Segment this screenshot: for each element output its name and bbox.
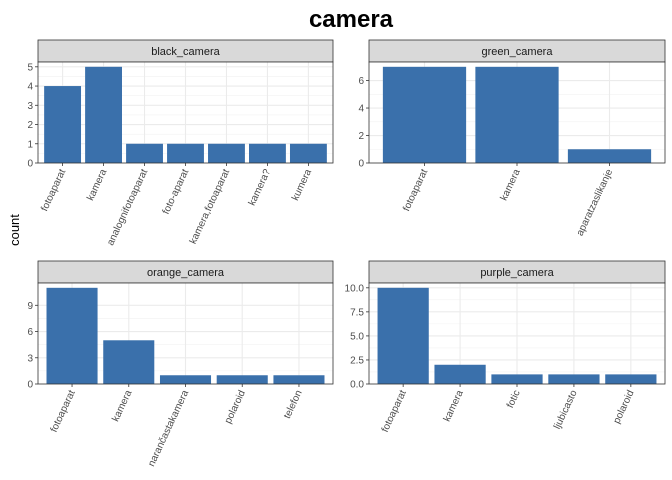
y-tick-label: 2.5: [350, 355, 364, 366]
bar-kumera: [289, 143, 327, 163]
x-tick-label: foto-aparat: [161, 167, 192, 216]
x-tick-label: ljubicasto: [552, 388, 580, 431]
bar-aparatzaslikanje: [567, 149, 652, 163]
bar-kamera: [434, 364, 486, 384]
x-tick-label: kamera,fotoaparat: [188, 167, 232, 245]
bar-fotoaparat: [382, 66, 467, 163]
x-tick-label: polaroid: [612, 389, 637, 426]
bar-polaroid: [605, 374, 657, 384]
y-tick-label: 5: [27, 62, 33, 73]
x-tick-label: kamera: [499, 167, 523, 202]
x-tick-label: kamera: [110, 388, 134, 423]
x-tick-label: fotoaparat: [380, 388, 409, 434]
bar-polaroid: [216, 375, 268, 384]
facet-strip-label: orange_camera: [147, 267, 225, 279]
y-tick-label: 0: [27, 380, 33, 391]
y-tick-label: 7.5: [350, 307, 364, 318]
x-tick-label: kumera: [290, 167, 314, 202]
y-tick-label: 10.0: [345, 283, 365, 294]
y-tick-label: 9: [27, 301, 33, 312]
facet-strip-label: purple_camera: [480, 267, 554, 279]
y-tick-label: 4: [27, 82, 33, 93]
bar-kamera: [85, 66, 122, 163]
y-tick-label: 2: [27, 120, 33, 131]
x-tick-label: analognifotoaparat: [105, 167, 150, 247]
y-tick-label: 1: [27, 139, 33, 150]
facet-panel-orange_camera: orange_camera 0 3 6 9 fotoaparat kamera naranča…: [27, 260, 334, 468]
facet-panel-purple_camera: purple_camera 0.0 2.5 5.0 7.5 10.0 fotoaparat k…: [345, 260, 666, 434]
bar-fotic: [491, 374, 543, 384]
bar-kamera?: [249, 143, 286, 163]
bar-fotoaparat: [377, 287, 429, 384]
y-tick-label: 2: [358, 131, 364, 142]
bar-narančastakamera: [159, 375, 212, 384]
bar-telefon: [273, 375, 325, 384]
facet-panel-black_camera: black_camera 0 1 2 3 4 5 fotoaparat kameraanalog…: [27, 39, 334, 247]
x-tick-label: telefon: [282, 389, 305, 421]
facet-strip-label: green_camera: [482, 46, 554, 58]
x-tick-label: fotoaparat: [49, 388, 78, 434]
x-tick-label: fotoaparat: [39, 167, 68, 213]
x-tick-label: kamera?: [247, 167, 274, 207]
x-tick-label: kamera: [85, 167, 109, 202]
bar-kamera,fotoaparat: [208, 143, 245, 163]
bar-foto-aparat: [167, 143, 204, 163]
y-axis-label: count: [7, 214, 22, 246]
bar-analognifotoaparat: [126, 143, 163, 163]
bar-fotoaparat: [46, 287, 98, 384]
bar-kamera: [103, 340, 155, 384]
facet-strip-label: black_camera: [151, 46, 220, 58]
y-tick-label: 4: [358, 104, 364, 115]
y-tick-label: 5.0: [350, 331, 364, 342]
y-tick-label: 6: [27, 327, 33, 338]
y-tick-label: 3: [27, 101, 33, 112]
facet-panel-green_camera: green_camera 0 2 4 6 fotoaparat kamera aparatza…: [358, 39, 666, 238]
x-tick-label: narančastakamera: [146, 388, 191, 468]
bar-ljubicasto: [548, 374, 600, 384]
y-tick-label: 0: [27, 159, 33, 170]
x-tick-label: polaroid: [223, 389, 248, 426]
chart-title: camera: [309, 6, 394, 33]
bar-kamera: [475, 66, 559, 163]
x-tick-label: aparatzaslikanje: [575, 167, 616, 238]
bar-fotoaparat: [44, 86, 82, 163]
x-tick-label: kamera: [442, 388, 466, 423]
y-tick-label: 3: [27, 353, 33, 364]
y-tick-label: 0.0: [350, 380, 364, 391]
y-tick-label: 0: [358, 159, 364, 170]
x-tick-label: fotic: [505, 389, 523, 410]
y-tick-label: 6: [358, 76, 364, 87]
x-tick-label: fotoaparat: [401, 167, 430, 213]
